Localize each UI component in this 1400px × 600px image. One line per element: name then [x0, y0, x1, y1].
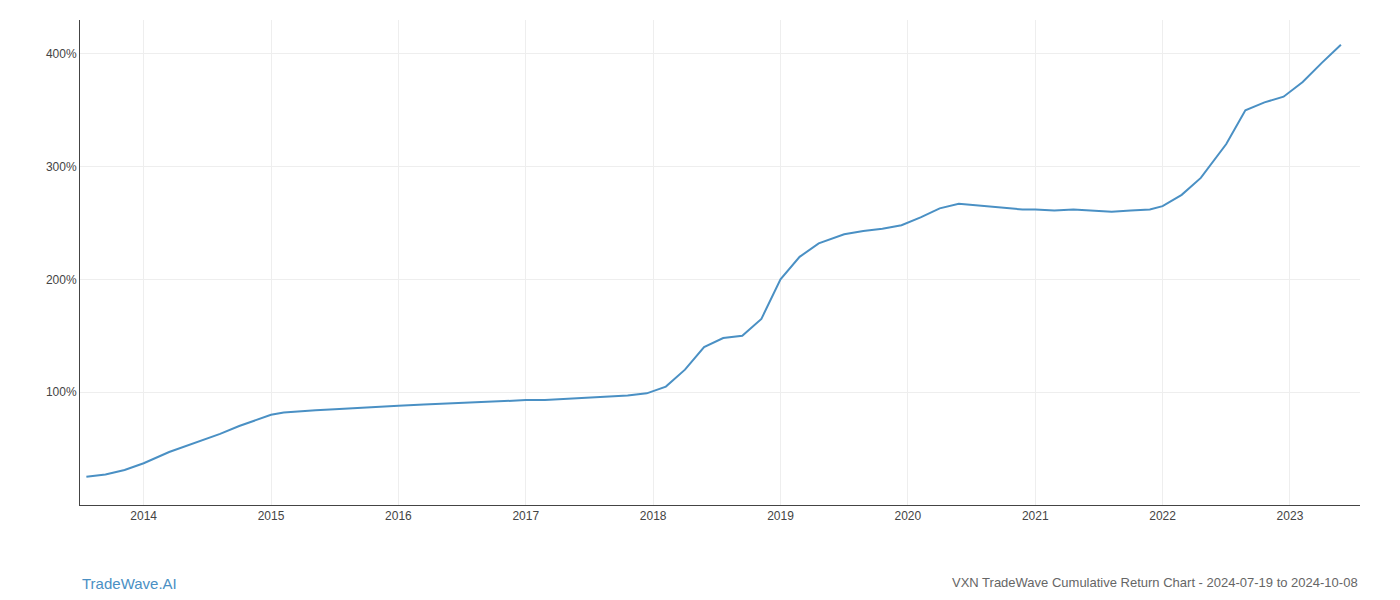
svg-text:2019: 2019 [767, 509, 794, 523]
svg-text:2018: 2018 [640, 509, 667, 523]
svg-text:TradeWave.AI: TradeWave.AI [82, 575, 177, 592]
svg-text:2020: 2020 [895, 509, 922, 523]
svg-text:100%: 100% [46, 385, 77, 399]
svg-text:2015: 2015 [258, 509, 285, 523]
svg-text:200%: 200% [46, 273, 77, 287]
svg-text:2017: 2017 [512, 509, 539, 523]
svg-text:2022: 2022 [1149, 509, 1176, 523]
svg-text:400%: 400% [46, 47, 77, 61]
svg-text:2016: 2016 [385, 509, 412, 523]
svg-text:2014: 2014 [130, 509, 157, 523]
svg-text:2023: 2023 [1277, 509, 1304, 523]
svg-text:VXN TradeWave Cumulative Retur: VXN TradeWave Cumulative Return Chart - … [952, 575, 1358, 590]
svg-text:300%: 300% [46, 160, 77, 174]
svg-text:2021: 2021 [1022, 509, 1049, 523]
